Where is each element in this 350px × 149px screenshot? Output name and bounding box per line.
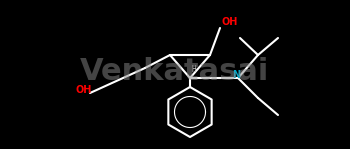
Text: H: H <box>192 65 196 74</box>
Text: Venkatasai: Venkatasai <box>80 57 270 86</box>
Text: N: N <box>232 70 240 80</box>
Text: OH: OH <box>222 17 238 27</box>
Text: OH: OH <box>76 85 92 95</box>
